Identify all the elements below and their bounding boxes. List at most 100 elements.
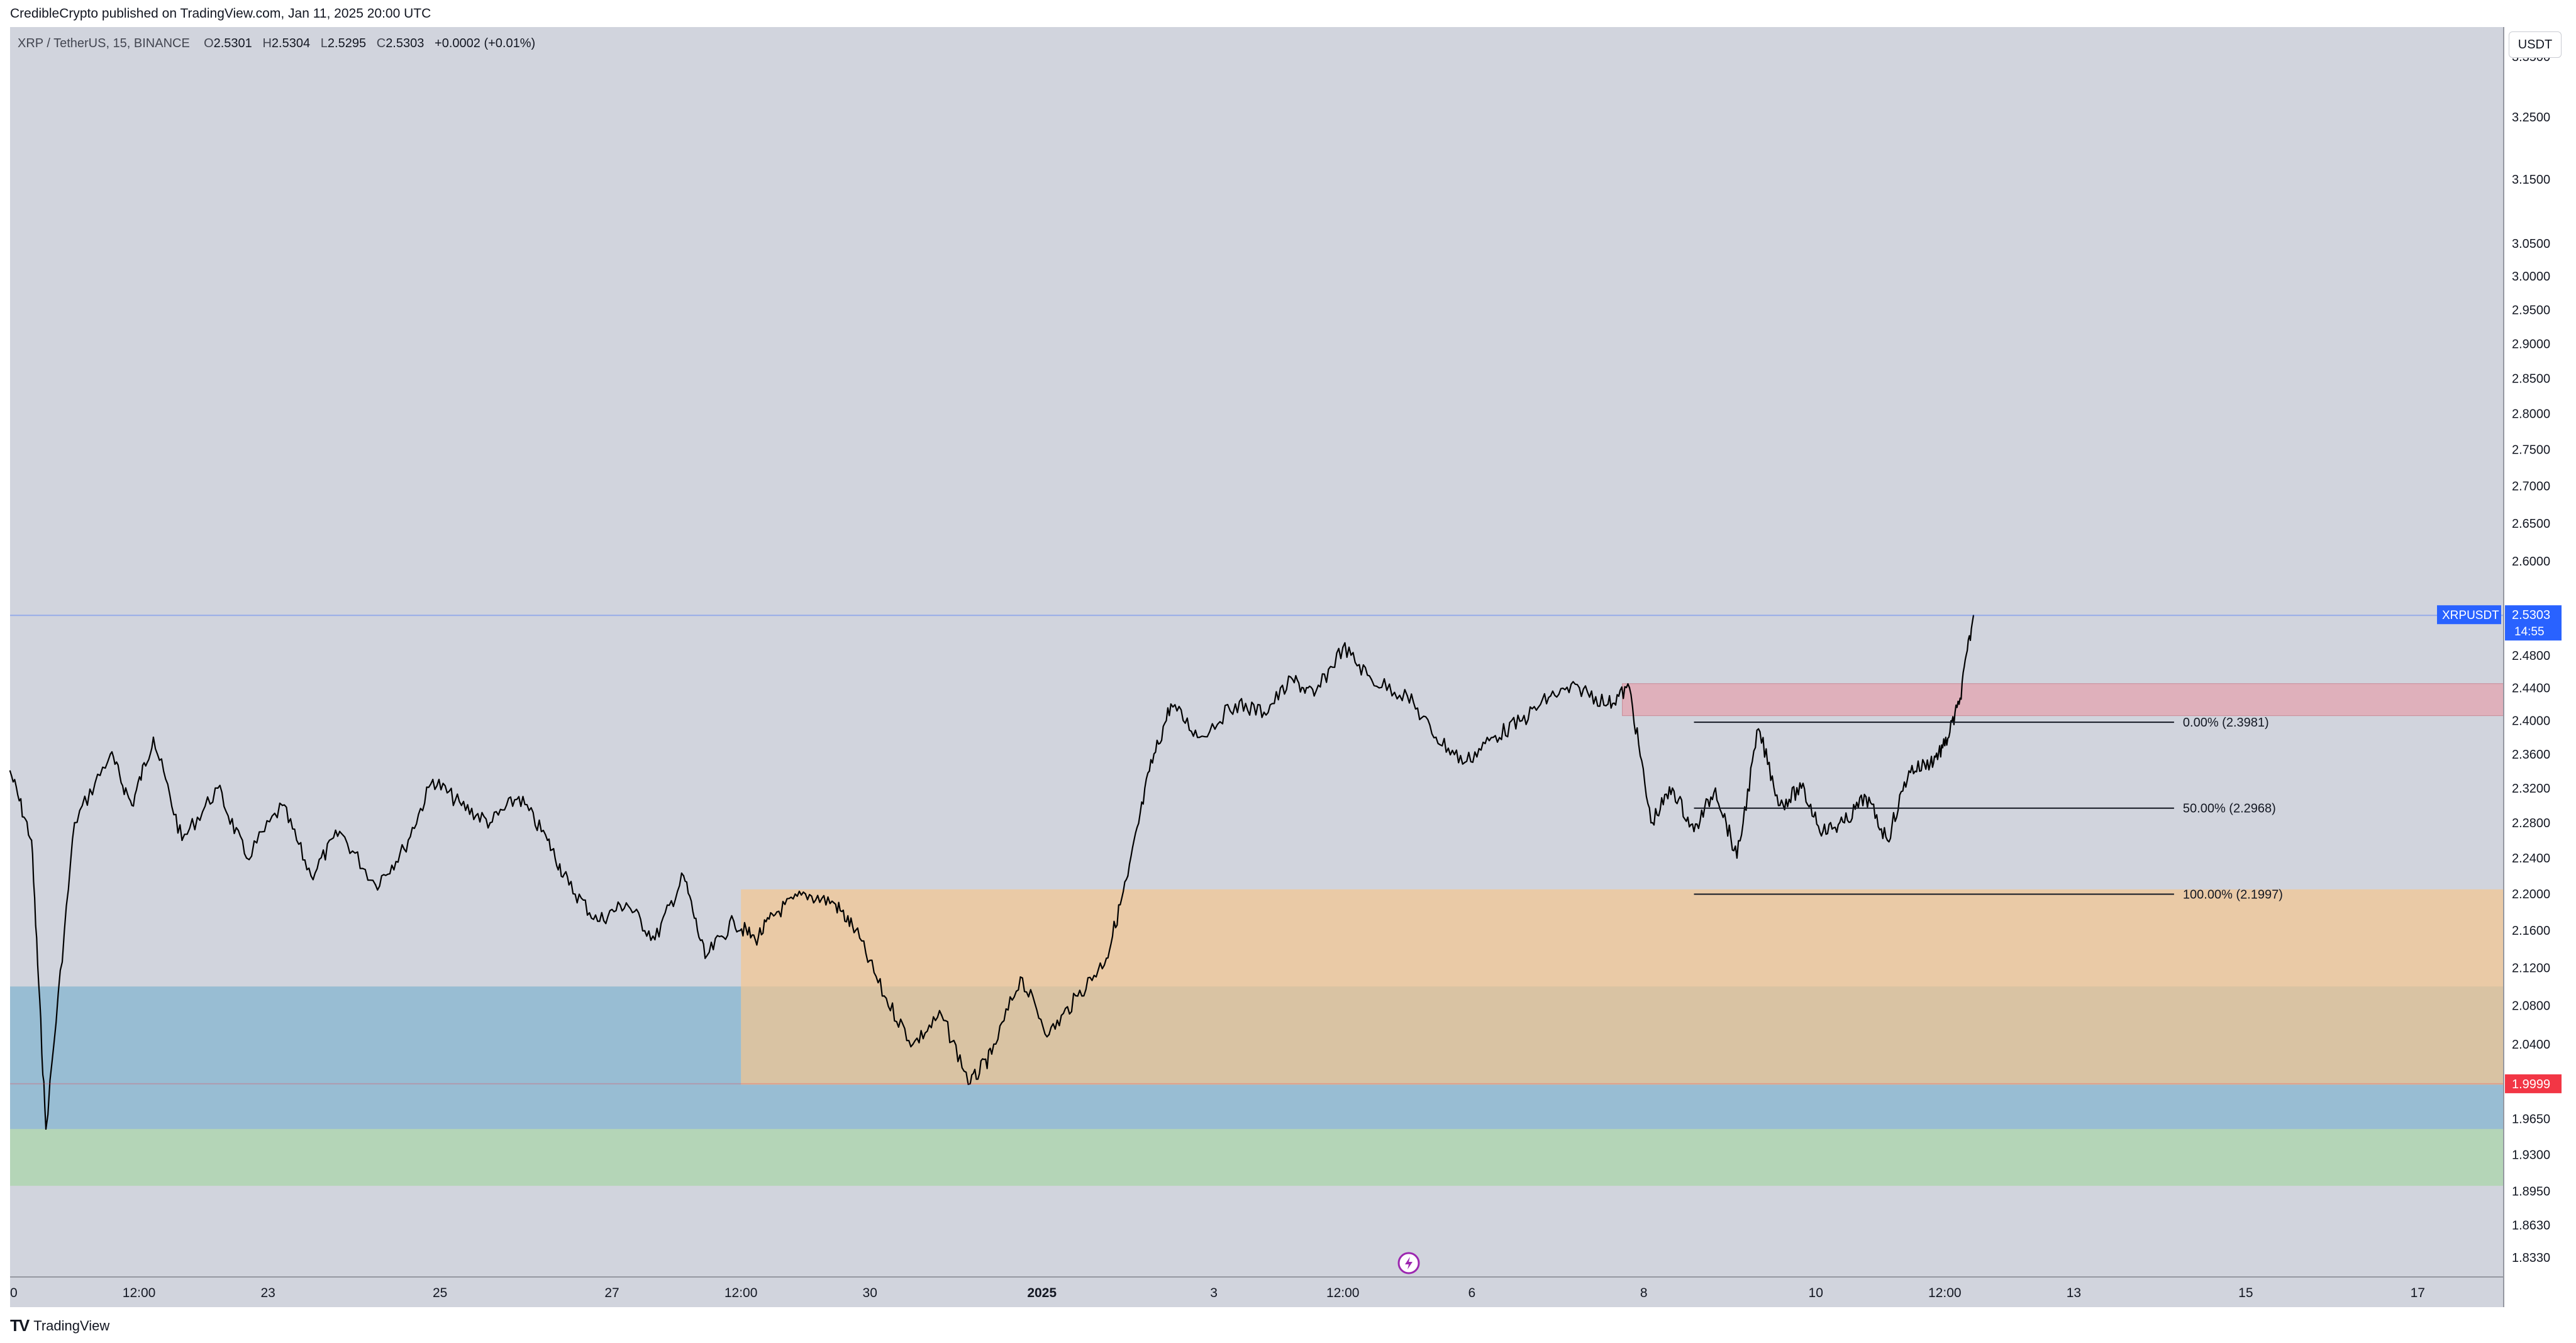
symbol-badge xyxy=(2437,605,2501,625)
price-point xyxy=(547,839,548,842)
price-point xyxy=(1148,770,1150,772)
price-point xyxy=(1370,679,1372,681)
price-point xyxy=(568,884,570,886)
published-by: CredibleCrypto published on TradingView.… xyxy=(10,6,431,21)
fibonacci-retracement[interactable]: 0.00% (2.3981) 50.00% (2.2968) 100.00% (2.… xyxy=(1694,716,2283,901)
price-point xyxy=(991,1053,993,1055)
price-point xyxy=(131,805,133,806)
price-point xyxy=(1342,646,1344,649)
price-point xyxy=(1127,875,1129,877)
price-point xyxy=(1292,679,1294,681)
time-tick-label: 23 xyxy=(260,1286,275,1300)
price-point xyxy=(1672,787,1674,789)
price-point xyxy=(1865,796,1867,798)
price-tick-label: 2.0800 xyxy=(2512,1000,2550,1013)
price-tick-label: 2.9000 xyxy=(2512,338,2550,352)
tradingview-brand[interactable]: TV TradingView xyxy=(10,1316,109,1335)
time-tick-label: 12:00 xyxy=(123,1286,156,1300)
price-point xyxy=(1406,695,1408,697)
zones-layer xyxy=(10,683,2504,1186)
price-point xyxy=(403,848,405,850)
price-point xyxy=(1263,711,1265,713)
price-point xyxy=(804,893,806,895)
price-point xyxy=(1550,695,1552,697)
price-point xyxy=(912,1043,914,1045)
price-tick-label: 2.8500 xyxy=(2512,372,2550,386)
price-point xyxy=(1650,822,1652,824)
price-tick-label: 1.8330 xyxy=(2512,1251,2550,1265)
price-tick-label: 2.1600 xyxy=(2512,924,2550,938)
price-point xyxy=(1048,1034,1050,1035)
price-point xyxy=(1492,736,1494,738)
price-point xyxy=(1170,703,1172,705)
price-tick-label: 2.6500 xyxy=(2512,517,2550,531)
price-point xyxy=(1313,695,1315,697)
price-tick-label: 2.1200 xyxy=(2512,961,2550,975)
price-tick-label: 3.1500 xyxy=(2512,173,2550,187)
lightning-icon[interactable] xyxy=(1397,1252,1420,1274)
price-point xyxy=(1521,720,1523,722)
price-point xyxy=(1908,770,1910,772)
low-label: L xyxy=(320,36,328,50)
price-point xyxy=(883,995,886,997)
marked-level-label: 1.9999 xyxy=(2512,1078,2550,1091)
red-supply-zone[interactable] xyxy=(1622,683,2504,716)
price-point xyxy=(1958,703,1960,705)
price-point xyxy=(1972,615,1975,616)
price-point xyxy=(310,875,312,877)
price-tick-label: 2.4400 xyxy=(2512,681,2550,695)
price-point xyxy=(597,920,599,922)
time-tick-label: 8 xyxy=(1640,1286,1648,1300)
price-tick-label: 2.7000 xyxy=(2512,480,2550,494)
price-tick-label: 2.3600 xyxy=(2512,748,2550,762)
time-tick-label: 0 xyxy=(10,1286,18,1300)
price-point xyxy=(775,911,778,913)
price-tick-label: 2.4800 xyxy=(2512,649,2550,663)
price-tick-label: 2.2000 xyxy=(2512,888,2550,901)
marked-level-badge xyxy=(2505,1074,2562,1093)
price-point xyxy=(1801,787,1802,789)
low-value: 2.5295 xyxy=(327,36,367,50)
price-point xyxy=(217,787,219,789)
price-tick-label: 2.7500 xyxy=(2512,443,2550,457)
time-tick-label: 12:00 xyxy=(1326,1286,1360,1300)
price-tick-label: 2.8000 xyxy=(2512,408,2550,421)
price-tick-label: 1.9300 xyxy=(2512,1149,2550,1162)
countdown-label: 14:55 xyxy=(2514,625,2545,638)
price-point xyxy=(969,1083,971,1084)
current-price-label: 2.5303 xyxy=(2512,608,2550,622)
currency-unit-button[interactable]: USDT xyxy=(2509,31,2562,58)
price-point xyxy=(1579,687,1580,689)
price-point xyxy=(1886,839,1889,842)
time-tick-label: 12:00 xyxy=(1928,1286,1962,1300)
price-tick-label: 2.3200 xyxy=(2512,782,2550,796)
price-point xyxy=(1757,728,1760,730)
price-point xyxy=(1944,745,1946,747)
price-point xyxy=(432,779,434,781)
price-point xyxy=(855,929,857,932)
price-point xyxy=(74,822,75,824)
time-tick-label: 3 xyxy=(1210,1286,1218,1300)
price-point xyxy=(1628,687,1631,689)
fib-level-label: 50.00% (2.2968) xyxy=(2183,802,2276,816)
brand-label: TradingView xyxy=(33,1317,110,1334)
price-point xyxy=(940,1014,943,1017)
price-tick-label: 3.0000 xyxy=(2512,270,2550,284)
price-point xyxy=(1779,805,1781,806)
price-point xyxy=(109,753,111,755)
time-tick-label: 13 xyxy=(2067,1286,2081,1300)
current-price-badge xyxy=(2505,605,2562,641)
price-point xyxy=(518,796,520,798)
price-point xyxy=(9,770,11,772)
symbol-label[interactable]: XRP / TetherUS, 15, BINANCE xyxy=(18,36,190,50)
price-tick-label: 3.0500 xyxy=(2512,237,2550,251)
price-point xyxy=(1843,822,1845,824)
price-point xyxy=(654,939,656,941)
orange-demand-zone[interactable] xyxy=(741,889,2504,1085)
price-point xyxy=(1607,703,1609,705)
time-axis[interactable]: 0 12:00 23 25 27 12:00 30 2025 3 12:00 6 8 10 12:00 13… xyxy=(10,1286,2425,1300)
time-tick-label: 2025 xyxy=(1027,1286,1057,1300)
price-point xyxy=(754,939,757,941)
time-tick-label: 27 xyxy=(604,1286,619,1300)
